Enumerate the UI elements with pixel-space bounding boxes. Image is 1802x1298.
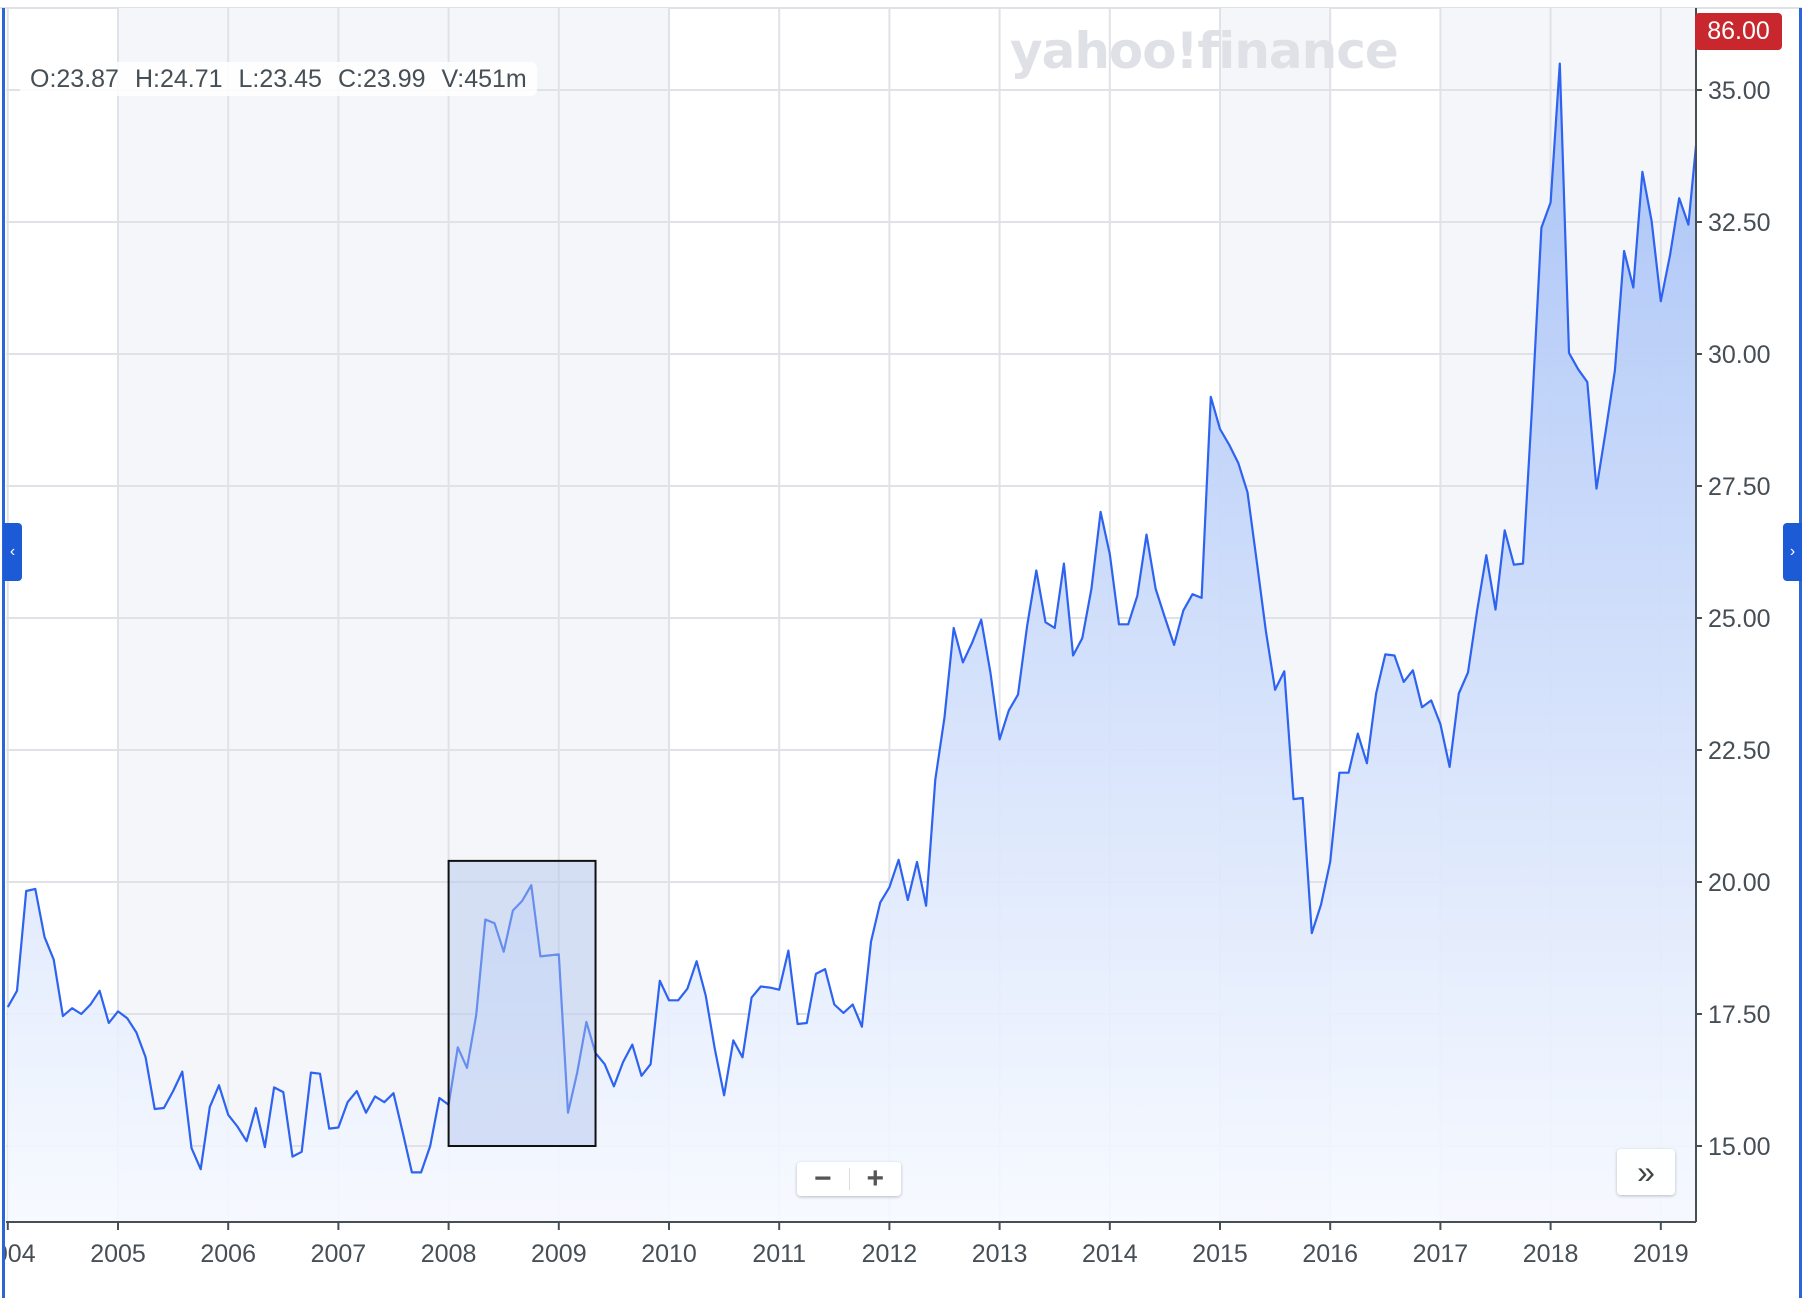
ohlc-readout: O:23.87 H:24.71 L:23.45 C:23.99 V:451m [20,62,537,96]
x-tick-label: 2010 [641,1240,697,1268]
x-tick-label: 2008 [421,1240,477,1268]
high-value: H:24.71 [134,64,223,93]
y-tick-label: 15.00 [1708,1133,1771,1161]
x-tick-label: 2004 [0,1240,36,1268]
close-value: C:23.99 [337,64,426,93]
volume-value: V:451m [441,64,527,93]
low-value: L:23.45 [238,64,322,93]
chevron-right-icon: › [1789,543,1796,560]
x-tick-label: 2007 [311,1240,367,1268]
x-tick-label: 2011 [752,1240,806,1268]
y-tick-label: 32.50 [1708,209,1771,237]
y-tick-label: 17.50 [1708,1001,1771,1029]
x-tick-label: 2018 [1523,1240,1579,1268]
x-tick-label: 2006 [200,1240,256,1268]
selection-box[interactable] [447,859,597,1147]
y-tick-label: 35.00 [1708,77,1771,105]
scroll-right-tab[interactable]: › [1783,523,1802,581]
x-tick-label: 2009 [531,1240,587,1268]
left-border [2,8,5,1298]
open-value: O:23.87 [30,64,119,93]
zoom-controls: − + [797,1162,901,1196]
price-area-fill [7,63,1696,1222]
zoom-in-button[interactable]: + [866,1162,885,1195]
y-tick-label: 25.00 [1708,605,1771,633]
x-tick-label: 2019 [1633,1240,1689,1268]
fast-forward-button[interactable]: » [1617,1149,1675,1195]
x-tick-label: 2012 [862,1240,918,1268]
current-price-badge: 86.00 [1695,13,1782,50]
chevron-left-icon: ‹ [9,543,16,560]
background-shade-band [118,8,669,1222]
yahoo-finance-watermark: yahoo!finance [1010,22,1399,80]
y-tick-label: 30.00 [1708,341,1771,369]
x-tick-label: 2015 [1192,1240,1248,1268]
y-tick-label: 20.00 [1708,869,1771,897]
scroll-left-tab[interactable]: ‹ [3,523,22,581]
y-tick-label: 22.50 [1708,737,1771,765]
y-tick-label: 27.50 [1708,473,1771,501]
right-border [1799,8,1802,1298]
zoom-out-button[interactable]: − [813,1162,832,1195]
x-tick-label: 2016 [1302,1240,1358,1268]
zoom-separator [848,1168,850,1190]
x-tick-label: 2005 [90,1240,146,1268]
x-tick-label: 2017 [1413,1240,1469,1268]
x-tick-label: 2014 [1082,1240,1138,1268]
x-tick-label: 2013 [972,1240,1028,1268]
